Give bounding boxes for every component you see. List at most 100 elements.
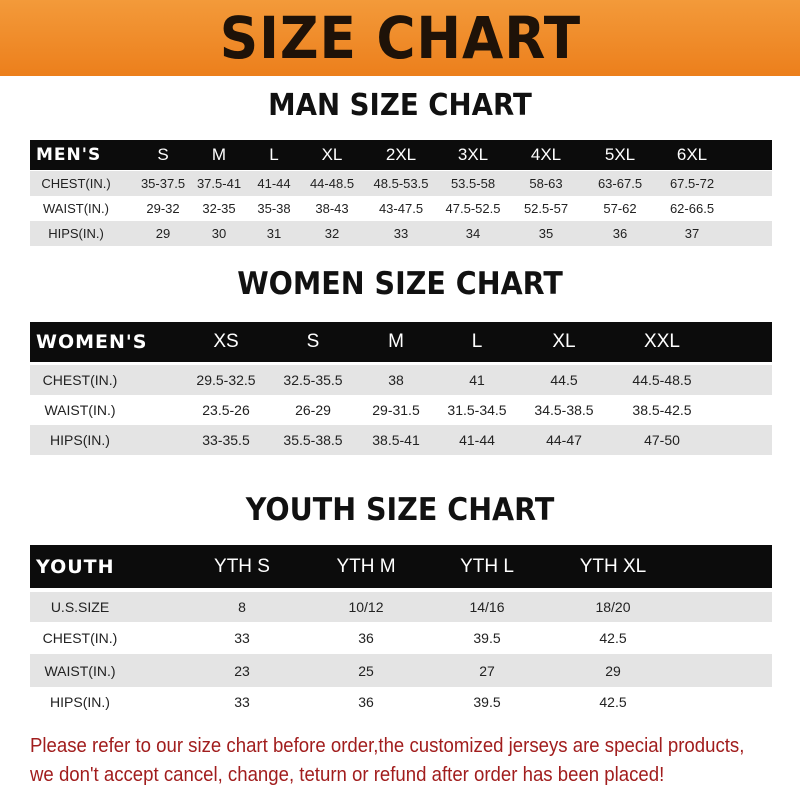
note-line-2: we don't accept cancel, change, teturn o… [30,764,665,786]
size-header: 5XL [604,145,636,164]
size-header: XXL [644,331,680,352]
table-label: YOUTH [36,555,115,578]
measure-value: 34 [465,226,481,241]
measure-value: 8 [238,599,246,615]
measure-value: 58-63 [529,176,563,191]
size-header: XL [552,331,576,352]
measure-value: 35 [538,226,554,241]
table-header: WOMEN'S XS S M L XL XXL [30,322,772,362]
men-title: MAN SIZE CHART [268,88,532,123]
measure-label: U.S.SIZE [50,599,110,615]
measure-value: 38 [388,372,404,388]
measure-label: HIPS(IN.) [50,694,110,710]
table-row: CHEST(IN.) 33 36 39.5 42.5 [30,622,772,654]
table-row: WAIST(IN.) 23.5-26 26-29 29-31.5 31.5-34.5 34… [30,395,772,425]
measure-value: 57-62 [603,201,637,216]
measure-label: WAIST(IN.) [43,201,109,216]
table-row: HIPS(IN.) 29 30 31 32 33 34 35 36 37 [30,221,772,246]
table-label: WOMEN'S [36,331,148,353]
measure-label: CHEST(IN.) [42,630,118,646]
banner: SIZE CHART [0,0,800,76]
measure-value: 27 [479,662,495,679]
measure-value: 32.5-35.5 [283,372,343,388]
measure-value: 44.5-48.5 [632,372,692,388]
measure-value: 36 [358,694,374,710]
size-header: L [269,145,279,164]
measure-value: 41-44 [257,176,291,191]
table-row: HIPS(IN.) 33-35.5 35.5-38.5 38.5-41 41-44 44-… [30,425,772,455]
measure-value: 38.5-41 [372,432,420,448]
measure-value: 44-48.5 [309,176,355,191]
table-row: WAIST(IN.) 23 25 27 29 [30,654,772,687]
women-title: WOMEN SIZE CHART [237,266,563,302]
measure-value: 32-35 [202,201,236,216]
measure-value: 33 [234,694,250,710]
measure-value: 53.5-58 [450,176,496,191]
measure-value: 23.5-26 [202,402,250,418]
measure-value: 37 [684,226,700,241]
measure-value: 47.5-52.5 [445,201,501,216]
measure-value: 41-44 [459,432,495,448]
measure-value: 43-47.5 [378,201,424,216]
measure-value: 36 [612,226,628,241]
table-header: YOUTH YTH S YTH M YTH L YTH XL [30,545,772,588]
measure-value: 62-66.5 [669,201,715,216]
measure-value: 32 [324,226,340,241]
measure-value: 33-35.5 [202,432,250,448]
measure-value: 44-47 [546,432,582,448]
measure-label: WAIST(IN.) [44,402,116,418]
measure-value: 26-29 [295,402,331,418]
size-header: YTH XL [579,555,647,577]
note-line-1: Please refer to our size chart before or… [30,735,745,757]
measure-value: 25 [358,662,374,679]
size-header: 6XL [676,145,708,164]
measure-value: 33 [393,226,409,241]
measure-value: 14/16 [469,599,505,615]
size-header: M [211,145,227,164]
measure-value: 67.5-72 [669,176,715,191]
measure-value: 35.5-38.5 [283,432,343,448]
measure-value: 31 [266,226,282,241]
measure-value: 44.5 [550,372,578,388]
measure-value: 41 [469,372,485,388]
size-header: M [388,331,404,352]
size-header: 2XL [385,145,417,164]
measure-value: 47-50 [644,432,680,448]
measure-value: 48.5-53.5 [373,176,429,191]
measure-value: 31.5-34.5 [447,402,507,418]
size-header: XL [321,145,343,164]
measure-label: HIPS(IN.) [50,432,110,448]
size-header: L [471,331,483,352]
measure-value: 29 [605,662,621,679]
youth-title: YOUTH SIZE CHART [245,492,555,528]
measure-value: 33 [234,630,250,646]
measure-value: 18/20 [595,599,631,615]
table-row: HIPS(IN.) 33 36 39.5 42.5 [30,687,772,717]
measure-value: 29-32 [146,201,180,216]
size-header: 3XL [457,145,489,164]
size-header: XS [213,331,239,352]
table-row: CHEST(IN.) 29.5-32.5 32.5-35.5 38 41 44.5 44.5… [30,365,772,395]
measure-label: CHEST(IN.) [41,176,111,191]
table-row: U.S.SIZE 8 10/12 14/16 18/20 [30,592,772,622]
size-header: 4XL [530,145,562,164]
measure-value: 42.5 [599,694,627,710]
measure-value: 23 [234,662,250,679]
measure-value: 34.5-38.5 [534,402,594,418]
size-header: S [306,331,320,352]
measure-value: 30 [211,226,227,241]
measure-label: HIPS(IN.) [48,226,104,241]
measure-value: 29-31.5 [372,402,420,418]
table-row: CHEST(IN.) 35-37.5 37.5-41 41-44 44-48.5 48.5… [30,171,772,196]
measure-value: 35-38 [257,201,291,216]
measure-value: 38-43 [315,201,349,216]
order-note: Please refer to our size chart before or… [30,732,793,790]
measure-value: 38.5-42.5 [632,402,692,418]
table-label: MEN'S [36,145,102,165]
size-header: YTH M [336,555,396,577]
measure-label: CHEST(IN.) [42,372,118,388]
measure-value: 37.5-41 [196,176,242,191]
table-header: MEN'S S M L XL 2XL 3XL 4XL 5XL 6XL [30,140,772,170]
measure-value: 10/12 [348,599,384,615]
measure-value: 35-37.5 [140,176,186,191]
